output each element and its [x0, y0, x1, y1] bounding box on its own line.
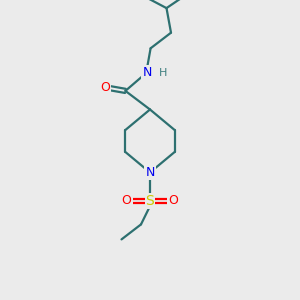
- Text: O: O: [122, 194, 131, 208]
- Text: N: N: [142, 66, 152, 79]
- Text: O: O: [169, 194, 178, 208]
- Text: H: H: [158, 68, 167, 78]
- Text: S: S: [146, 194, 154, 208]
- Text: N: N: [145, 166, 155, 179]
- Text: O: O: [100, 81, 110, 94]
